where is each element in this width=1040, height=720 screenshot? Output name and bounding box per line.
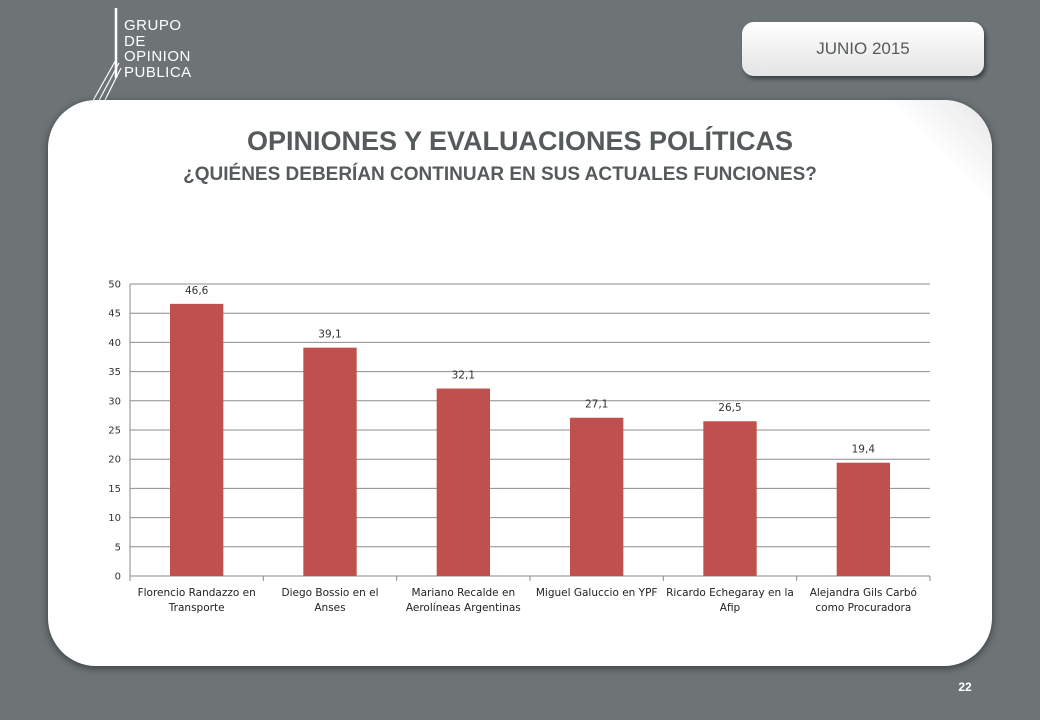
bar-value-label: 46,6 <box>185 285 209 297</box>
logo-line-3: OPINION <box>124 48 191 65</box>
logo-mark-icon <box>89 8 122 107</box>
page-number: 22 <box>958 680 972 694</box>
y-tick-label: 30 <box>108 396 121 407</box>
bar <box>836 462 890 576</box>
x-category-label: Anses <box>314 602 345 614</box>
y-tick-label: 5 <box>115 542 121 553</box>
bar <box>170 303 224 576</box>
x-category-label: Afip <box>720 602 741 614</box>
logo-line-2: DE <box>124 32 146 50</box>
y-tick-label: 35 <box>108 367 121 378</box>
y-tick-label: 10 <box>108 513 121 524</box>
bar-value-label: 26,5 <box>718 402 741 414</box>
grupo-opinion-publica-logo: GRUPO DE OPINION PUBLICA <box>86 8 216 108</box>
page-subtitle: ¿QUIÉNES DEBERÍAN CONTINUAR EN SUS ACTUA… <box>183 164 817 185</box>
bar-value-label: 27,1 <box>585 399 608 411</box>
x-category-label: Florencio Randazzo en <box>138 587 256 599</box>
date-badge: JUNIO 2015 <box>742 22 984 76</box>
bar <box>303 347 357 576</box>
x-category-label: Transporte <box>168 602 225 614</box>
x-category-label: Miguel Galuccio en YPF <box>536 587 658 599</box>
bar-value-label: 19,4 <box>852 444 876 456</box>
y-tick-label: 20 <box>108 455 121 466</box>
y-tick-label: 50 <box>108 280 121 291</box>
y-tick-label: 15 <box>108 484 121 495</box>
bar-chart: 0 5 10 15 20 25 30 35 40 45 50 46,6 Florencio Randaz… <box>108 280 931 614</box>
x-category-label: como Procuradora <box>815 602 911 614</box>
y-tick-label: 0 <box>115 572 121 583</box>
logo-line-1: GRUPO <box>124 17 182 34</box>
logo-line-4: PUBLICA <box>124 63 192 81</box>
date-label: JUNIO 2015 <box>816 39 910 58</box>
x-category-label: Alejandra Gils Carbó <box>810 587 917 599</box>
x-category-label: Ricardo Echegaray en la <box>666 587 794 599</box>
y-tick-label: 45 <box>108 309 121 320</box>
bar-value-label: 32,1 <box>452 370 475 382</box>
bar <box>703 421 757 576</box>
y-tick-label: 25 <box>108 426 121 437</box>
y-tick-label: 40 <box>108 338 121 349</box>
bar <box>436 388 490 576</box>
x-category-label: Mariano Recalde en <box>412 587 516 599</box>
x-category-label: Diego Bossio en el <box>282 587 379 599</box>
x-category-label: Aerolíneas Argentinas <box>406 602 521 614</box>
logo-text: GRUPO DE OPINION PUBLICA <box>124 18 192 80</box>
bar-value-label: 39,1 <box>318 329 341 341</box>
page-title: OPINIONES Y EVALUACIONES POLÍTICAS <box>246 126 794 156</box>
page-curl-decoration <box>872 100 992 220</box>
bar <box>570 417 624 576</box>
